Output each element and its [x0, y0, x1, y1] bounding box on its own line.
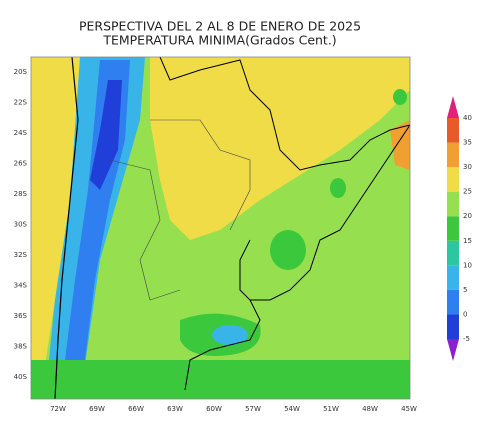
lon-label: 66W: [128, 405, 144, 413]
colorbar-label: 15: [463, 237, 472, 245]
colorbar-label: 40: [463, 114, 472, 122]
colorbar-band: [447, 167, 459, 192]
lat-label: 30S: [14, 221, 28, 229]
lon-label: 69W: [89, 405, 105, 413]
lon-label: 57W: [245, 405, 261, 413]
lon-label: 45W: [401, 405, 417, 413]
lat-label: 26S: [14, 160, 28, 168]
colorbar-label: 5: [463, 286, 467, 294]
lat-label: 28S: [14, 190, 28, 198]
lat-label: 22S: [14, 99, 28, 107]
colorbar-band: [447, 289, 459, 315]
lon-label: 60W: [206, 405, 222, 413]
lat-label: 24S: [14, 129, 28, 137]
lon-label: 72W: [50, 405, 66, 413]
colorbar-label: 20: [463, 212, 472, 220]
colorbar-label: 30: [463, 163, 472, 171]
lon-label: 54W: [284, 405, 300, 413]
colorbar-label: 25: [463, 188, 472, 196]
colorbar-label: -5: [463, 335, 470, 343]
lon-label: 63W: [167, 405, 183, 413]
lat-label: 40S: [14, 373, 28, 381]
lon-label: 51W: [323, 405, 339, 413]
colorbar-label: 10: [463, 261, 472, 269]
colorbar-band: [447, 142, 459, 168]
colorbar-band: [447, 191, 459, 217]
colorbar-band: [447, 265, 459, 290]
colorbar-label: 35: [463, 139, 472, 147]
colorbar-label: 0: [463, 310, 467, 318]
colorbar-band: [447, 118, 459, 143]
lon-label: 48W: [362, 405, 378, 413]
lat-label: 38S: [14, 343, 28, 351]
lat-label: 36S: [14, 312, 28, 320]
colorbar-band: [447, 216, 459, 241]
lat-label: 32S: [14, 251, 28, 259]
colorbar-low: [447, 339, 459, 361]
colorbar-band: [447, 314, 459, 339]
map: [31, 56, 411, 400]
map-frame: [30, 56, 411, 400]
lat-label: 34S: [14, 282, 28, 290]
colorbar-high: [447, 96, 459, 118]
lat-label: 20S: [14, 68, 28, 76]
subtitle: TEMPERATURA MINIMA(Grados Cent.): [102, 33, 336, 48]
colorbar-band: [447, 240, 459, 266]
title: PERSPECTIVA DEL 2 AL 8 DE ENERO DE 2025: [79, 19, 361, 34]
